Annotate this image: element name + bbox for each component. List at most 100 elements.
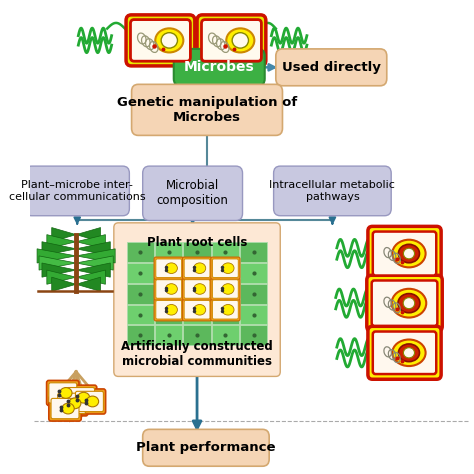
FancyBboxPatch shape (130, 19, 191, 61)
Bar (127, 305, 154, 324)
FancyBboxPatch shape (154, 299, 183, 321)
FancyBboxPatch shape (25, 166, 129, 216)
FancyBboxPatch shape (212, 259, 238, 277)
FancyBboxPatch shape (211, 299, 240, 321)
Bar (155, 305, 182, 324)
Text: Genetic manipulation of
Microbes: Genetic manipulation of Microbes (117, 96, 297, 124)
Polygon shape (52, 228, 76, 242)
FancyBboxPatch shape (66, 388, 94, 408)
Bar (240, 242, 267, 262)
Ellipse shape (399, 344, 419, 362)
FancyBboxPatch shape (156, 259, 182, 277)
Polygon shape (76, 242, 110, 256)
FancyBboxPatch shape (368, 227, 441, 281)
FancyBboxPatch shape (184, 259, 210, 277)
Ellipse shape (78, 392, 90, 403)
Polygon shape (52, 277, 76, 292)
Bar (212, 325, 239, 345)
Bar (155, 263, 182, 283)
Bar (155, 242, 182, 262)
Ellipse shape (222, 304, 234, 315)
Polygon shape (76, 270, 105, 284)
Ellipse shape (194, 283, 206, 294)
FancyBboxPatch shape (51, 398, 79, 419)
Ellipse shape (194, 304, 206, 315)
Bar (183, 305, 211, 324)
FancyBboxPatch shape (182, 299, 212, 321)
Bar (127, 284, 154, 304)
Ellipse shape (403, 248, 414, 259)
Text: Plant–microbe inter-
cellular communications: Plant–microbe inter- cellular communicat… (9, 180, 146, 202)
Bar (127, 263, 154, 283)
FancyBboxPatch shape (372, 281, 438, 326)
Polygon shape (76, 263, 110, 277)
FancyBboxPatch shape (184, 301, 210, 319)
FancyBboxPatch shape (114, 223, 280, 376)
FancyBboxPatch shape (49, 396, 81, 421)
Text: Microbial
composition: Microbial composition (157, 179, 228, 207)
FancyBboxPatch shape (182, 278, 212, 300)
Ellipse shape (399, 244, 419, 263)
Polygon shape (47, 235, 76, 249)
Polygon shape (39, 256, 76, 270)
Bar (127, 325, 154, 345)
Ellipse shape (222, 263, 234, 273)
Ellipse shape (165, 283, 177, 294)
Polygon shape (76, 235, 105, 249)
FancyBboxPatch shape (55, 391, 88, 416)
Text: Used directly: Used directly (282, 61, 381, 74)
Ellipse shape (232, 33, 248, 48)
FancyBboxPatch shape (143, 166, 243, 220)
FancyBboxPatch shape (126, 15, 195, 66)
Polygon shape (47, 270, 76, 284)
Bar (155, 284, 182, 304)
Ellipse shape (69, 398, 81, 409)
Bar (183, 284, 211, 304)
FancyBboxPatch shape (201, 19, 261, 61)
Ellipse shape (60, 388, 72, 398)
FancyBboxPatch shape (75, 392, 103, 411)
FancyBboxPatch shape (132, 84, 283, 136)
FancyBboxPatch shape (143, 429, 269, 466)
FancyBboxPatch shape (154, 278, 183, 300)
FancyBboxPatch shape (212, 280, 238, 298)
Ellipse shape (222, 283, 234, 294)
Ellipse shape (403, 348, 414, 358)
Polygon shape (76, 228, 100, 242)
Ellipse shape (194, 263, 206, 273)
FancyBboxPatch shape (211, 278, 240, 300)
Polygon shape (76, 249, 115, 263)
Bar (183, 242, 211, 262)
FancyBboxPatch shape (49, 383, 77, 403)
FancyBboxPatch shape (156, 301, 182, 319)
FancyBboxPatch shape (368, 326, 441, 379)
FancyBboxPatch shape (197, 15, 266, 66)
Bar (183, 325, 211, 345)
FancyBboxPatch shape (211, 257, 240, 279)
FancyBboxPatch shape (276, 49, 387, 86)
Polygon shape (37, 249, 76, 263)
FancyBboxPatch shape (184, 280, 210, 298)
Bar (183, 263, 211, 283)
Bar (240, 305, 267, 324)
Ellipse shape (62, 403, 74, 414)
FancyBboxPatch shape (64, 385, 97, 410)
Polygon shape (42, 242, 76, 256)
Bar (212, 242, 239, 262)
Ellipse shape (155, 28, 183, 53)
Bar (240, 284, 267, 304)
Ellipse shape (165, 304, 177, 315)
Bar (127, 242, 154, 262)
FancyBboxPatch shape (174, 49, 264, 86)
FancyBboxPatch shape (212, 301, 238, 319)
Ellipse shape (226, 28, 255, 53)
Text: Microbes: Microbes (184, 60, 255, 74)
Polygon shape (42, 263, 76, 277)
Polygon shape (76, 256, 113, 270)
FancyBboxPatch shape (273, 166, 391, 216)
Ellipse shape (392, 289, 426, 318)
Ellipse shape (165, 263, 177, 273)
FancyBboxPatch shape (373, 232, 436, 275)
Ellipse shape (392, 339, 426, 366)
Polygon shape (76, 277, 100, 292)
